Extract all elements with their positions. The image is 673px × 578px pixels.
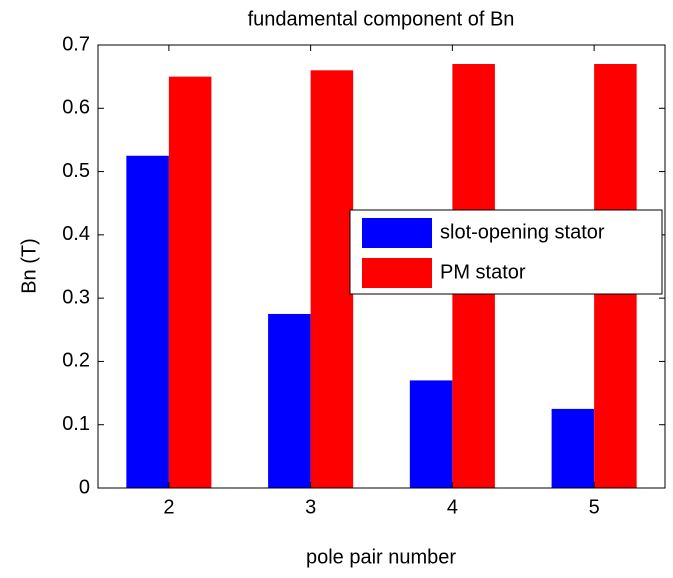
y-tick-label: 0.5 (62, 160, 90, 182)
y-tick-label: 0 (79, 476, 90, 498)
x-tick-label: 2 (163, 496, 174, 518)
legend-label: PM stator (440, 261, 526, 283)
y-tick-label: 0.1 (62, 413, 90, 435)
bar (268, 314, 311, 488)
x-axis-label: pole pair number (306, 546, 456, 568)
legend-swatch (362, 258, 432, 288)
bar (552, 409, 595, 488)
bar (410, 380, 453, 488)
legend-label: slot-opening stator (440, 221, 605, 243)
chart-title: fundamental component of Bn (248, 8, 515, 30)
x-tick-label: 5 (589, 496, 600, 518)
chart: fundamental component of Bn pole pair nu… (0, 0, 673, 573)
y-tick-label: 0.6 (62, 97, 90, 119)
y-tick-label: 0.7 (62, 33, 90, 55)
y-axis-label: Bn (T) (18, 238, 40, 294)
legend-swatch (362, 218, 432, 248)
y-tick-label: 0.2 (62, 350, 90, 372)
bar (126, 156, 169, 488)
x-tick-label: 3 (305, 496, 316, 518)
y-tick-label: 0.4 (62, 223, 90, 245)
bar (311, 70, 354, 488)
bar (169, 77, 212, 488)
y-tick-label: 0.3 (62, 286, 90, 308)
x-tick-label: 4 (447, 496, 458, 518)
